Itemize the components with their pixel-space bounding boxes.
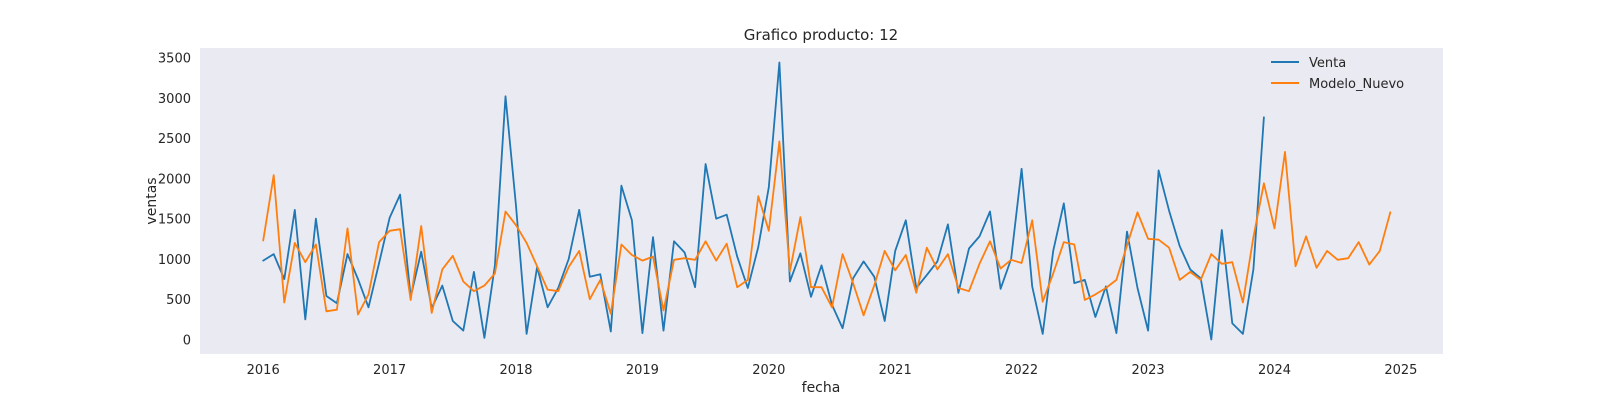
y-tick-label: 2000 — [158, 173, 191, 188]
x-tick-label: 2023 — [1132, 363, 1165, 378]
x-axis-title: fecha — [802, 380, 841, 396]
legend: Venta Modelo_Nuevo — [1271, 56, 1404, 92]
y-tick-label: 0 — [183, 334, 191, 349]
series-lines — [262, 61, 1392, 341]
x-tick-label: 2022 — [1005, 363, 1038, 378]
plot-area — [200, 48, 1443, 354]
chart-title: Grafico producto: 12 — [744, 26, 898, 44]
y-tick-label: 3500 — [158, 52, 191, 67]
x-tick-label: 2024 — [1258, 363, 1291, 378]
y-tick-label: 3000 — [158, 92, 191, 107]
legend-label: Modelo_Nuevo — [1309, 77, 1404, 92]
x-tick-label: 2017 — [373, 363, 406, 378]
y-tick-label: 1000 — [158, 253, 191, 268]
x-tick-label: 2021 — [879, 363, 912, 378]
x-tick-label: 2018 — [499, 363, 532, 378]
legend-label: Venta — [1309, 56, 1346, 71]
x-tick-label: 2019 — [626, 363, 659, 378]
y-axis-title: ventas — [144, 177, 160, 224]
series-line-modelo-nuevo — [262, 140, 1392, 317]
y-tick-label: 1500 — [158, 213, 191, 228]
y-tick-label: 500 — [166, 293, 191, 308]
x-tick-label: 2016 — [247, 363, 280, 378]
x-axis-ticks: 2016 2017 2018 2019 2020 2021 2022 2023 2024 2025 — [247, 363, 1418, 378]
x-tick-label: 2025 — [1384, 363, 1417, 378]
y-axis-ticks: 0 500 1000 1500 2000 2500 3000 3500 — [158, 52, 191, 349]
y-tick-label: 2500 — [158, 132, 191, 147]
x-tick-label: 2020 — [752, 363, 785, 378]
